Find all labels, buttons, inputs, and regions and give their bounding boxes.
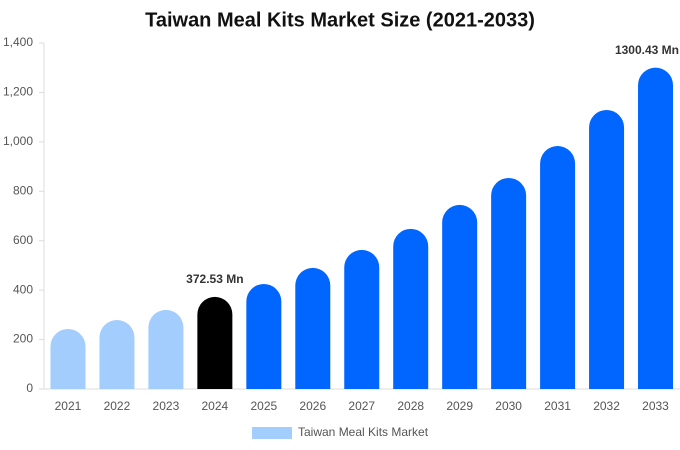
- x-tick-label: 2033: [642, 399, 669, 413]
- data-label: 1300.43 Mn: [615, 43, 679, 57]
- chart-title: Taiwan Meal Kits Market Size (2021-2033): [145, 9, 535, 31]
- y-tick-label: 1,000: [3, 134, 33, 148]
- y-tick-label: 800: [13, 183, 33, 197]
- y-tick-label: 1,400: [3, 35, 33, 49]
- x-tick-label: 2023: [153, 399, 180, 413]
- x-tick-label: 2027: [348, 399, 375, 413]
- bar: [344, 249, 380, 389]
- y-tick-label: 200: [13, 332, 33, 346]
- x-tick-label: 2021: [55, 399, 82, 413]
- y-tick-label: 1,200: [3, 85, 33, 99]
- x-tick-label: 2026: [299, 399, 326, 413]
- bar: [393, 228, 429, 389]
- bar: [638, 67, 674, 389]
- bar: [442, 204, 478, 389]
- bar: [246, 283, 282, 389]
- bar: [295, 267, 331, 389]
- x-tick-label: 2028: [397, 399, 424, 413]
- x-tick-label: 2025: [250, 399, 277, 413]
- bar: [148, 309, 184, 389]
- x-tick-label: 2032: [593, 399, 620, 413]
- x-tick-label: 2022: [104, 399, 131, 413]
- data-label: 372.53 Mn: [186, 272, 243, 286]
- x-tick-label: 2030: [495, 399, 522, 413]
- bar: [99, 320, 135, 389]
- bar: [491, 177, 527, 389]
- x-tick-label: 2029: [446, 399, 473, 413]
- legend-label: Taiwan Meal Kits Market: [298, 425, 429, 439]
- bar: [50, 328, 86, 389]
- bar: [540, 146, 576, 389]
- x-tick-label: 2031: [544, 399, 571, 413]
- bar: [589, 109, 625, 390]
- y-tick-label: 0: [26, 381, 33, 395]
- x-tick-label: 2024: [202, 399, 229, 413]
- legend-swatch: [252, 427, 292, 439]
- bar: [197, 296, 233, 389]
- y-tick-label: 400: [13, 282, 33, 296]
- y-tick-label: 600: [13, 233, 33, 247]
